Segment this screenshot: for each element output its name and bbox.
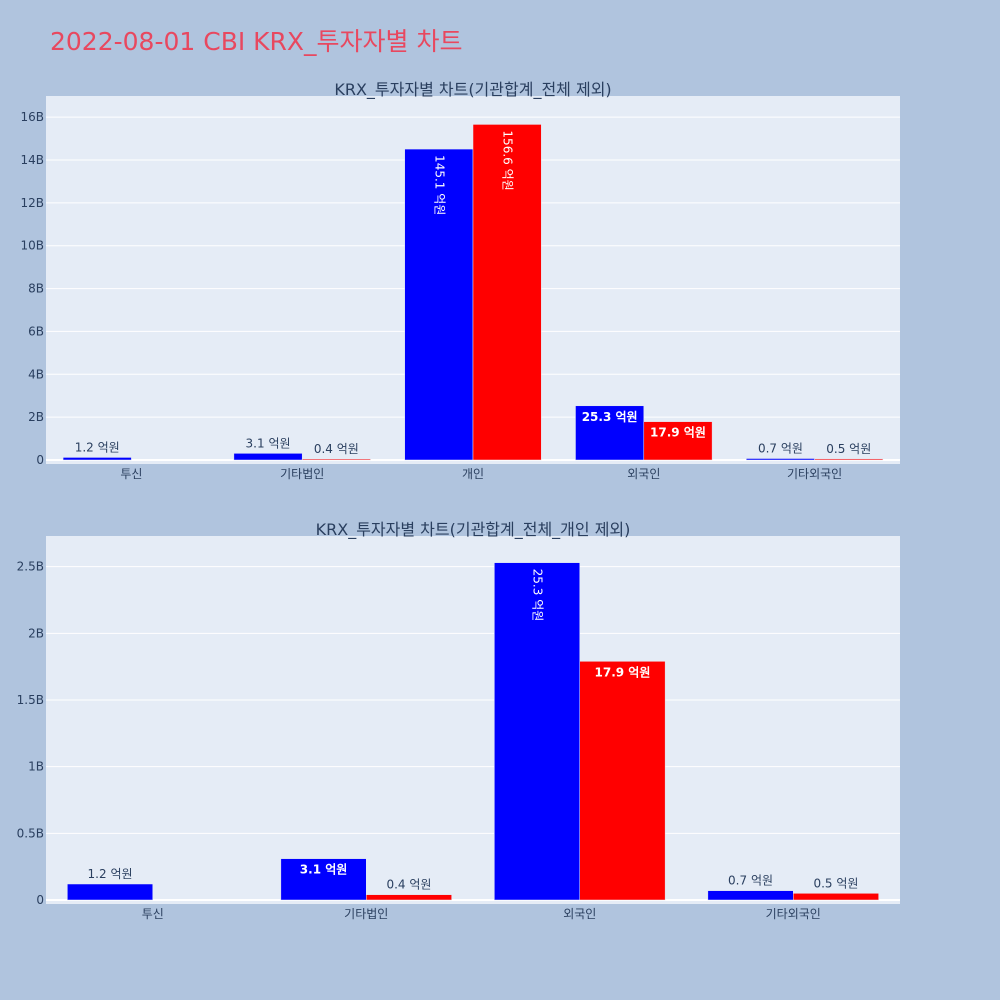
bar — [301, 458, 371, 461]
plot-area — [46, 536, 900, 904]
x-tick-label: 기타외국인 — [787, 467, 842, 481]
bar — [579, 661, 666, 901]
chart-1: 0 2B 4B 6B 8B 10B 12B 14B 16B KRX_투자자별 차트(기관합계_전체… — [20, 80, 900, 481]
bar — [707, 890, 794, 901]
x-tick-label: 외국인 — [563, 907, 596, 921]
x-tick-label: 기타법인 — [344, 907, 388, 921]
bar — [746, 458, 815, 461]
y-tick-label: 2B — [28, 626, 44, 640]
data-label: 17.9 억원 — [595, 665, 651, 679]
x-tick-label: 투신 — [120, 467, 142, 481]
data-label: 25.3 억원 — [531, 569, 545, 622]
y-tick-label: 0 — [36, 893, 44, 907]
y-tick-label: 0 — [36, 453, 44, 467]
data-label: 1.2 억원 — [75, 440, 120, 454]
bar — [67, 883, 153, 901]
x-tick-label: 기타법인 — [280, 467, 324, 481]
chart-title: KRX_투자자별 차트(기관합계_전체_개인 제외) — [316, 520, 631, 540]
chart-2: 0 0.5B 1B 1.5B 2B 2.5B KRX_투자자별 차트(기관합계_전체_개인 … — [17, 520, 900, 921]
data-label: 0.5 억원 — [826, 442, 871, 456]
bar — [62, 457, 132, 461]
y-tick-label: 8B — [28, 282, 44, 296]
y-tick-label: 16B — [20, 110, 44, 124]
bar — [280, 858, 367, 901]
data-label: 0.7 억원 — [728, 874, 773, 888]
y-tick-label: 1B — [28, 760, 44, 774]
x-tick-label: 개인 — [462, 467, 484, 481]
data-label: 0.5 억원 — [813, 876, 858, 890]
bar — [814, 458, 884, 461]
chart-title: KRX_투자자별 차트(기관합계_전체 제외) — [334, 80, 611, 100]
bar — [472, 124, 542, 461]
bar — [233, 453, 303, 461]
data-label: 3.1 억원 — [246, 436, 291, 450]
data-label: 3.1 억원 — [300, 863, 348, 877]
x-tick-label: 투신 — [142, 907, 164, 921]
data-label: 156.6 억원 — [501, 130, 515, 190]
bar — [366, 894, 452, 901]
bar — [494, 562, 581, 901]
data-label: 0.4 억원 — [314, 442, 359, 456]
bar — [643, 421, 713, 461]
data-label: 0.7 억원 — [758, 442, 803, 456]
bar — [793, 893, 879, 901]
data-label: 17.9 억원 — [650, 426, 706, 440]
y-tick-label: 6B — [28, 324, 44, 338]
y-tick-label: 1.5B — [17, 693, 44, 707]
y-tick-label: 10B — [20, 239, 44, 253]
y-tick-label: 2.5B — [17, 560, 44, 574]
y-tick-label: 2B — [28, 410, 44, 424]
data-label: 0.4 억원 — [386, 878, 431, 892]
data-label: 1.2 억원 — [88, 867, 133, 881]
y-tick-label: 14B — [20, 153, 44, 167]
y-tick-label: 12B — [20, 196, 44, 210]
x-tick-label: 기타외국인 — [766, 907, 821, 921]
bar — [575, 405, 645, 461]
y-tick-label: 4B — [28, 367, 44, 381]
y-tick-label: 0.5B — [17, 826, 44, 840]
x-tick-label: 외국인 — [627, 467, 660, 481]
bar — [404, 148, 474, 461]
data-label: 145.1 억원 — [432, 155, 446, 215]
page-title: 2022-08-01 CBI KRX_투자자별 차트 — [50, 27, 463, 56]
data-label: 25.3 억원 — [582, 410, 638, 424]
